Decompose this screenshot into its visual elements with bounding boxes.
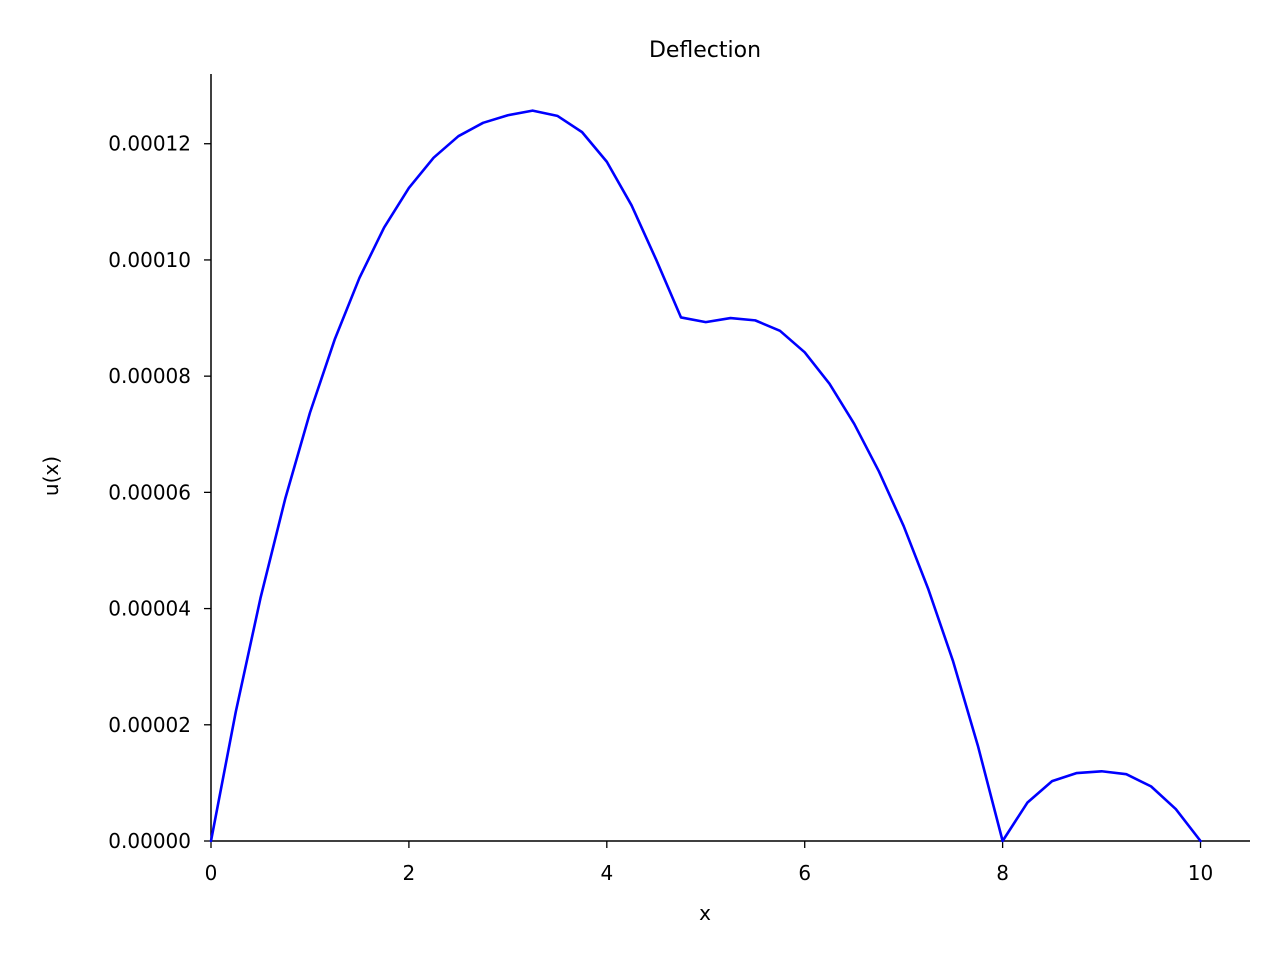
y-tick-label: 0.00006 bbox=[108, 480, 191, 504]
y-tick-label: 0.00004 bbox=[108, 597, 191, 621]
y-axis-ticks: 0.00000 0.00002 0.00004 0.00006 0.00008 0.000… bbox=[108, 132, 211, 853]
series-layer bbox=[209, 109, 1202, 843]
x-tick-label: 0 bbox=[205, 861, 218, 885]
y-tick-label: 0.00002 bbox=[108, 713, 191, 737]
y-axis-label: u(x) bbox=[39, 456, 63, 496]
y-tick-label: 0.00010 bbox=[108, 248, 191, 272]
x-tick-label: 6 bbox=[798, 861, 811, 885]
x-axis-ticks: 0 2 4 6 8 10 bbox=[205, 841, 1213, 885]
series-line bbox=[209, 109, 1202, 843]
x-tick-label: 2 bbox=[403, 861, 416, 885]
x-axis-label: x bbox=[699, 901, 711, 925]
x-tick-label: 4 bbox=[600, 861, 613, 885]
x-tick-label: 8 bbox=[996, 861, 1009, 885]
y-tick-label: 0.00008 bbox=[108, 364, 191, 388]
x-tick-label: 10 bbox=[1188, 861, 1213, 885]
chart-title: Deflection bbox=[649, 38, 761, 63]
y-tick-label: 0.00000 bbox=[108, 829, 191, 853]
y-tick-label: 0.00012 bbox=[108, 132, 191, 156]
